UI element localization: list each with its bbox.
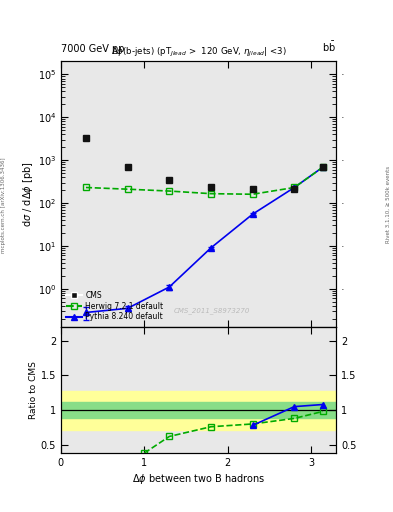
Y-axis label: Ratio to CMS: Ratio to CMS [29,361,38,419]
Bar [61,402,336,418]
Text: Rivet 3.1.10, ≥ 500k events: Rivet 3.1.10, ≥ 500k events [386,166,391,243]
Text: b$\mathdefault{\bar{b}}$: b$\mathdefault{\bar{b}}$ [322,40,336,54]
Text: 7000 GeV pp: 7000 GeV pp [61,44,125,54]
Bar [61,391,336,430]
Y-axis label: d$\sigma$ / d$\Delta\phi$ [pb]: d$\sigma$ / d$\Delta\phi$ [pb] [21,161,35,227]
Legend: CMS, Herwig 7.2.1 default, Pythia 8.240 default: CMS, Herwig 7.2.1 default, Pythia 8.240 … [65,289,165,323]
X-axis label: $\Delta\phi$ between two B hadrons: $\Delta\phi$ between two B hadrons [132,472,265,486]
Text: mcplots.cern.ch [arXiv:1306.3436]: mcplots.cern.ch [arXiv:1306.3436] [1,157,6,252]
Text: $\Delta\phi$(b-jets) (pT$_{\mathit{Jlead}}$ >  120 GeV, $\eta_{\mathit{Jlead}}$|: $\Delta\phi$(b-jets) (pT$_{\mathit{Jlead… [110,46,286,59]
Text: CMS_2011_S8973270: CMS_2011_S8973270 [174,307,250,313]
